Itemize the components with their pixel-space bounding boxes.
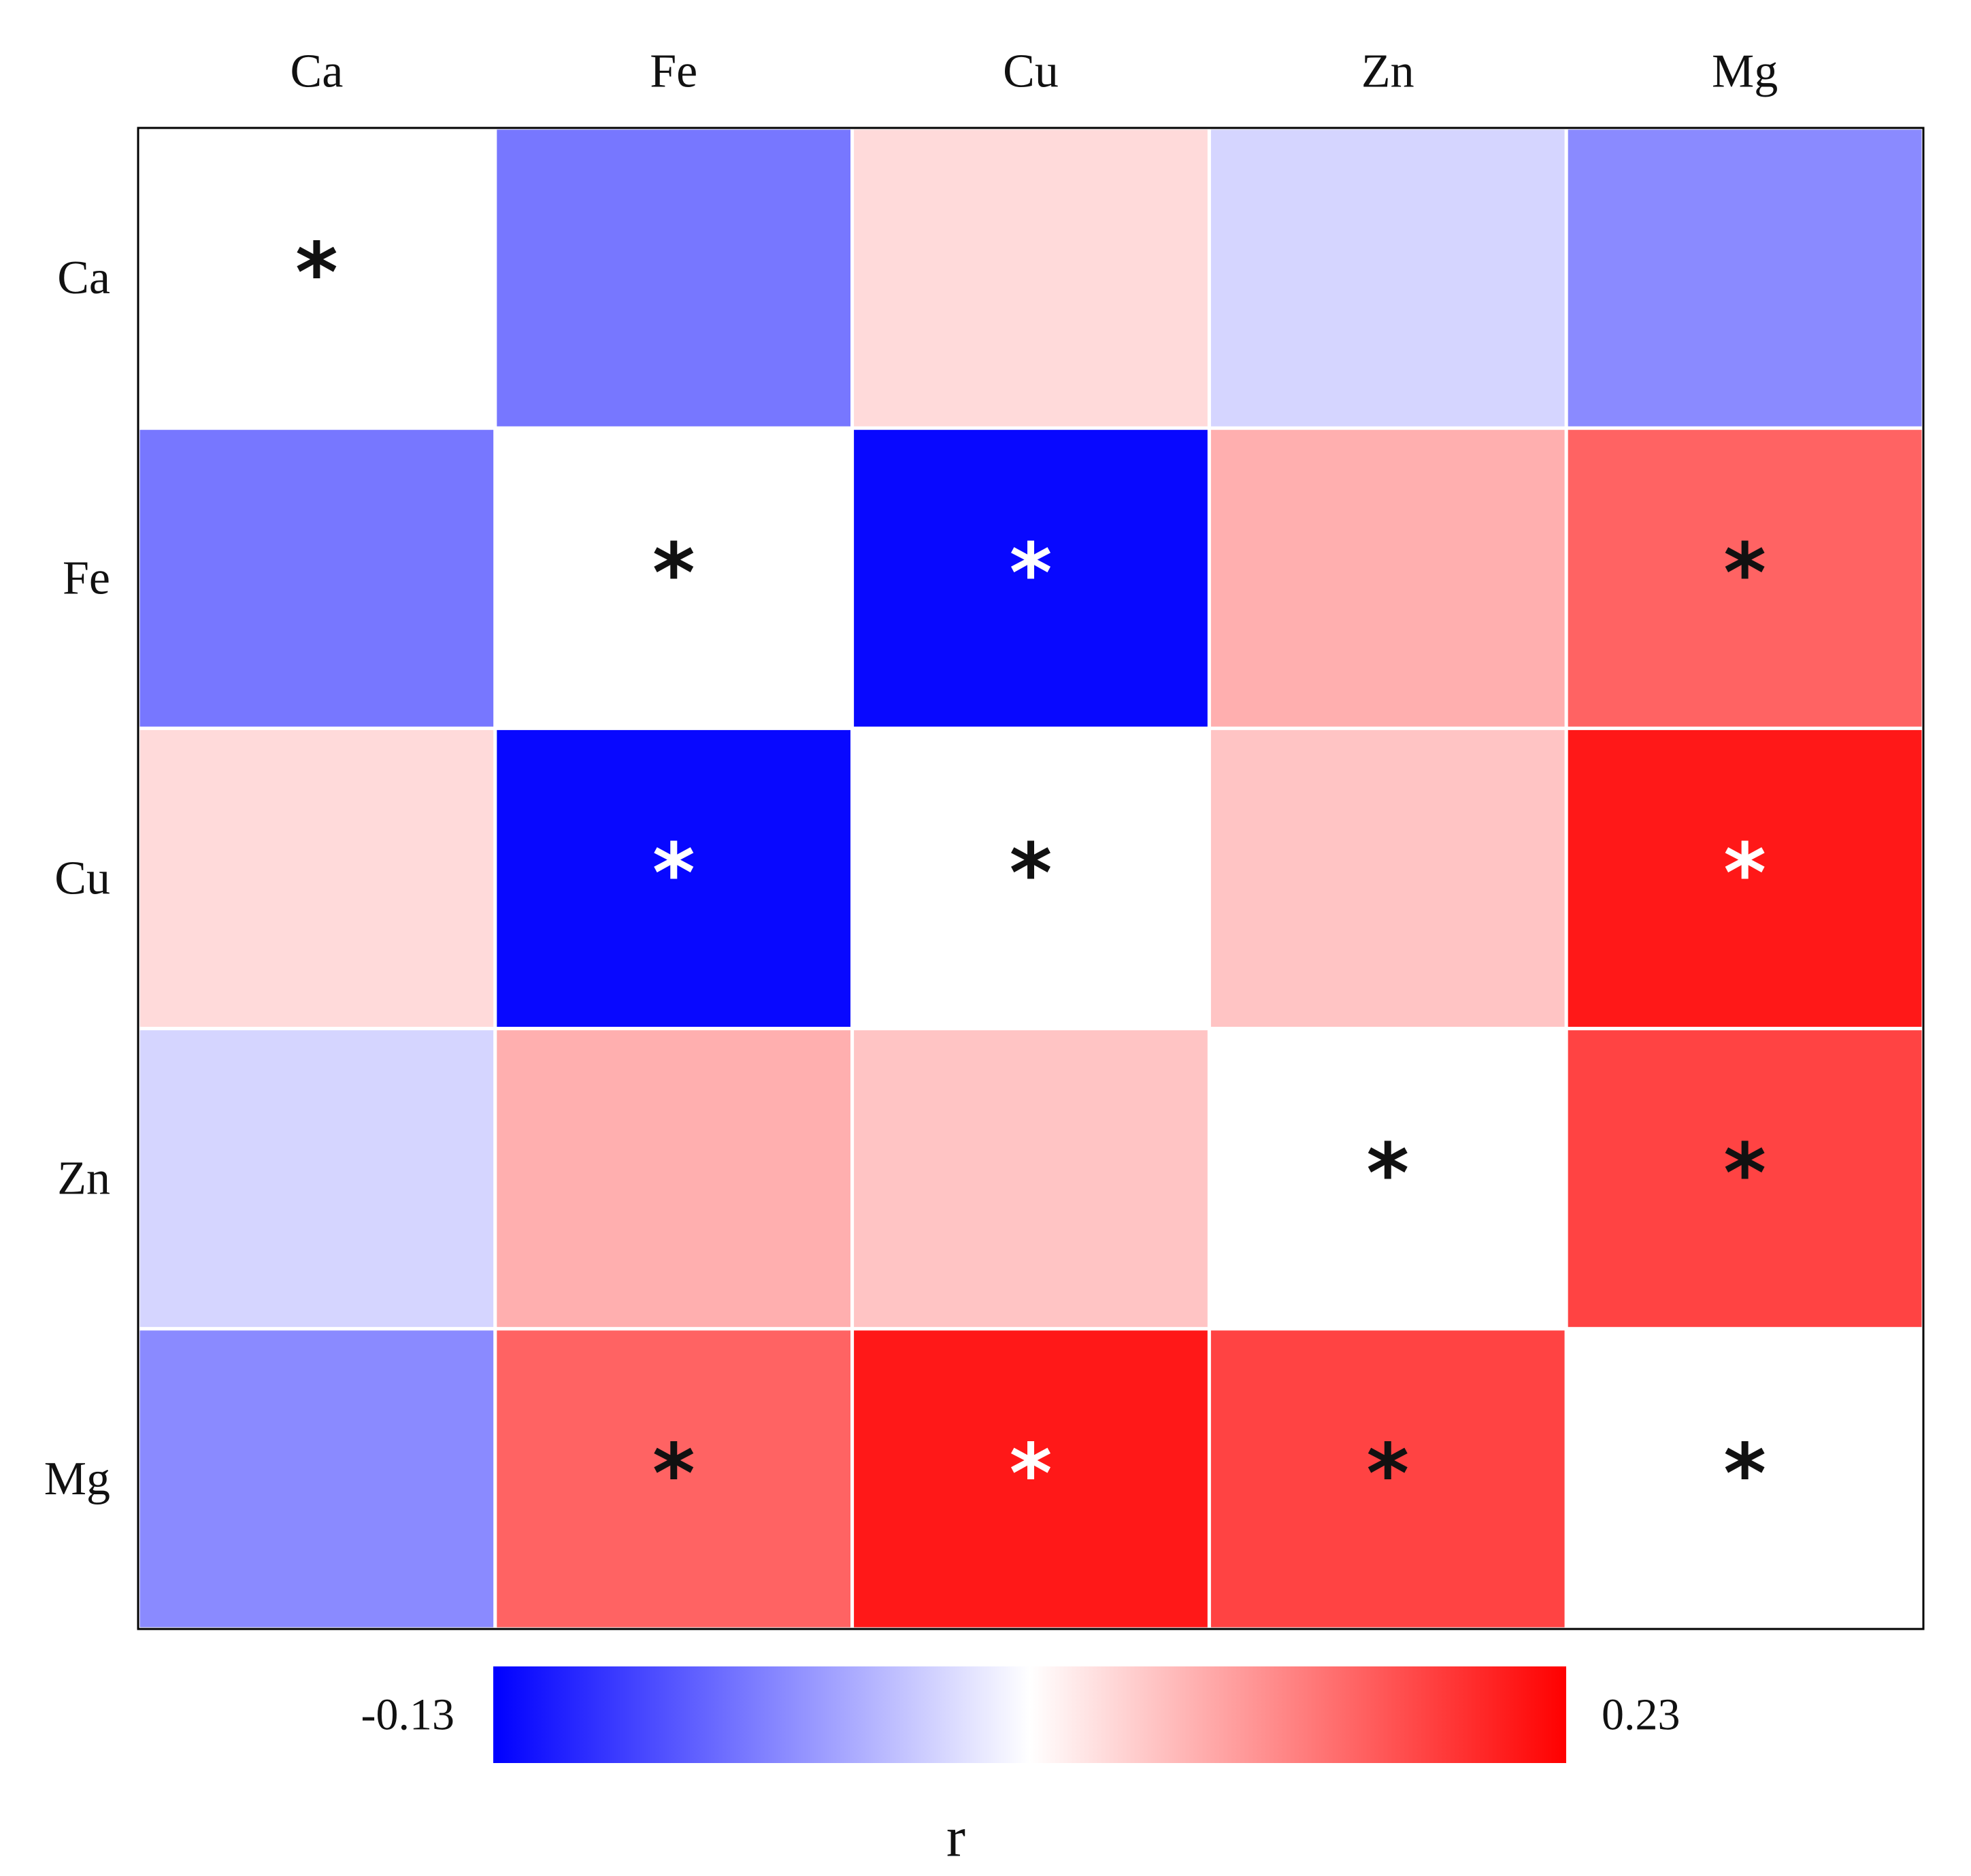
heatmap-cell-fe-zn: [1207, 426, 1568, 730]
row-labels: Ca Fe Cu Zn Mg: [44, 252, 110, 1505]
heatmap-cell-mg-cu: [850, 1327, 1211, 1631]
heatmap-cell-mg-zn: [1207, 1327, 1568, 1631]
heatmap-cell-cu-fe: [493, 726, 855, 1031]
significance-marker-ca-ca: *: [295, 227, 338, 321]
heatmap-cell-zn-cu: [850, 1027, 1211, 1331]
colorbar-gradient: [493, 1666, 1566, 1763]
heatmap-cell-zn-ca: [136, 1027, 497, 1331]
column-label-ca: Ca: [291, 46, 344, 98]
heatmap-cells: [136, 126, 1925, 1631]
significance-marker-fe-cu: *: [1010, 527, 1053, 621]
significance-markers: * * * * * * * * * * * * *: [295, 227, 1766, 1522]
heatmap-cell-zn-zn: [1207, 1027, 1568, 1331]
heatmap-cell-zn-mg: [1564, 1027, 1925, 1331]
significance-marker-cu-mg: *: [1723, 827, 1766, 921]
significance-marker-zn-zn: *: [1366, 1127, 1409, 1221]
heatmap-cell-ca-cu: [850, 126, 1211, 430]
row-label-cu: Cu: [54, 853, 110, 905]
heatmap-cell-fe-fe: [493, 426, 855, 730]
row-label-ca: Ca: [57, 252, 110, 304]
colorbar-title: r: [946, 1806, 965, 1869]
column-label-mg: Mg: [1712, 46, 1778, 98]
colorbar: -0.13 0.23 r: [361, 1666, 1680, 1869]
heatmap-cell-mg-fe: [493, 1327, 855, 1631]
significance-marker-fe-fe: *: [652, 527, 695, 621]
significance-marker-zn-mg: *: [1723, 1127, 1766, 1221]
significance-marker-mg-mg: *: [1723, 1427, 1766, 1521]
row-label-fe: Fe: [63, 552, 110, 604]
heatmap-cell-mg-ca: [136, 1327, 497, 1631]
heatmap-cell-mg-mg: [1564, 1327, 1925, 1631]
heatmap-cell-zn-fe: [493, 1027, 855, 1331]
significance-marker-mg-fe: *: [652, 1427, 695, 1521]
heatmap-cell-ca-zn: [1207, 126, 1568, 430]
heatmap-cell-fe-ca: [136, 426, 497, 730]
heatmap-cell-cu-zn: [1207, 726, 1568, 1031]
significance-marker-cu-cu: *: [1010, 827, 1053, 921]
column-labels: Ca Fe Cu Zn Mg: [291, 46, 1778, 98]
heatmap-cell-fe-mg: [1564, 426, 1925, 730]
heatmap-cell-ca-ca: [136, 126, 497, 430]
heatmap-cell-ca-fe: [493, 126, 855, 430]
significance-marker-cu-fe: *: [652, 827, 695, 921]
heatmap-cell-cu-cu: [850, 726, 1211, 1031]
column-label-cu: Cu: [1003, 46, 1059, 98]
heatmap-cell-fe-cu: [850, 426, 1211, 730]
heatmap-cell-ca-mg: [1564, 126, 1925, 430]
heatmap-cell-cu-mg: [1564, 726, 1925, 1031]
row-label-zn: Zn: [57, 1153, 110, 1205]
colorbar-max-label: 0.23: [1602, 1690, 1680, 1740]
plot-border: [137, 127, 1925, 1630]
significance-marker-mg-cu: *: [1010, 1427, 1053, 1521]
column-label-zn: Zn: [1361, 46, 1414, 98]
colorbar-min-label: -0.13: [361, 1690, 454, 1740]
row-label-mg: Mg: [44, 1453, 110, 1505]
column-label-fe: Fe: [650, 46, 697, 98]
heatmap-cell-cu-ca: [136, 726, 497, 1031]
significance-marker-mg-zn: *: [1366, 1427, 1409, 1521]
significance-marker-fe-mg: *: [1723, 527, 1766, 621]
